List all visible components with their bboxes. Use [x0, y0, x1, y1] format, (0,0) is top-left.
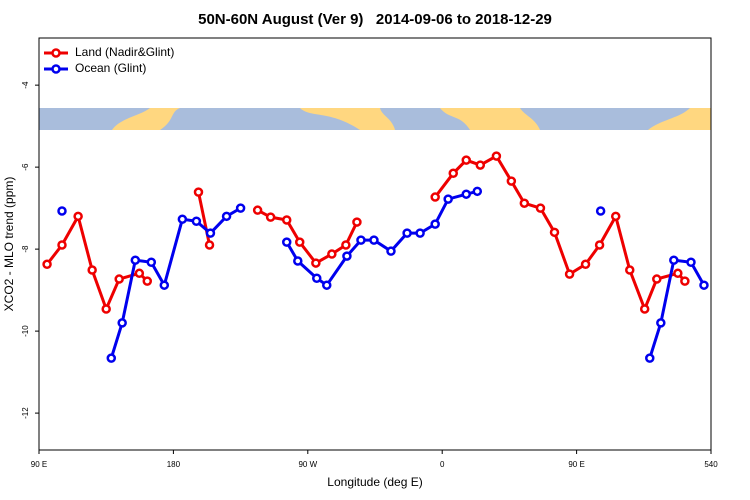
- data-point: [610, 211, 621, 222]
- data-point: [669, 255, 679, 265]
- data-point: [461, 155, 471, 165]
- data-point: [356, 235, 366, 245]
- data-point: [235, 203, 246, 213]
- data-point: [252, 205, 263, 215]
- data-point: [686, 257, 696, 267]
- data-point: [564, 269, 575, 279]
- data-point: [130, 255, 141, 265]
- series-line: [285, 189, 478, 288]
- data-point: [461, 189, 471, 199]
- data-point: [134, 268, 145, 279]
- data-point: [146, 257, 157, 267]
- legend-label: Ocean (Glint): [75, 61, 146, 75]
- legend-marker: [51, 48, 61, 58]
- data-point: [322, 280, 332, 290]
- data-point: [281, 237, 292, 247]
- data-point: [475, 160, 486, 170]
- x-tick-label: 90 E: [568, 460, 584, 469]
- data-point: [652, 274, 662, 284]
- data-point: [680, 276, 690, 286]
- data-point: [342, 251, 352, 261]
- data-point: [352, 217, 362, 227]
- data-point: [699, 280, 709, 290]
- data-point: [114, 274, 124, 284]
- series-line: [433, 154, 686, 314]
- data-point: [639, 304, 650, 314]
- x-axis-label: Longitude (deg E): [327, 475, 422, 489]
- data-point: [430, 192, 440, 202]
- data-point: [159, 280, 170, 290]
- data-point: [73, 211, 83, 222]
- data-point: [448, 168, 459, 179]
- data-point: [101, 304, 111, 314]
- x-tick-label: 90 W: [298, 460, 317, 469]
- data-point: [142, 276, 153, 286]
- data-point: [595, 206, 606, 216]
- y-tick-label: -8: [21, 245, 30, 253]
- data-point: [472, 186, 483, 197]
- data-point: [535, 203, 546, 213]
- plot-frame: [38, 37, 712, 451]
- data-point: [580, 259, 591, 270]
- data-point: [386, 246, 396, 256]
- data-point: [294, 237, 305, 247]
- legend-marker: [51, 64, 61, 74]
- data-point: [281, 215, 292, 225]
- data-point: [191, 216, 202, 226]
- x-tick-label: 180: [167, 460, 181, 469]
- data-point: [327, 249, 337, 259]
- data-point: [117, 318, 127, 328]
- data-point: [673, 268, 683, 279]
- data-point: [549, 227, 560, 238]
- data-point: [42, 259, 52, 270]
- data-point: [204, 240, 215, 250]
- data-point: [369, 235, 379, 245]
- data-point: [491, 151, 502, 161]
- y-tick-label: -12: [21, 407, 30, 419]
- map-strip: [39, 108, 711, 130]
- chart-title: 50N-60N August (Ver 9) 2014-09-06 to 201…: [198, 11, 552, 28]
- x-tick-label: 540: [704, 460, 718, 469]
- data-point: [430, 219, 440, 229]
- data-point: [57, 240, 67, 250]
- x-tick-label: 0: [440, 460, 445, 469]
- data-point: [293, 256, 303, 266]
- data-point: [87, 265, 97, 275]
- y-axis-label: XCO2 - MLO trend (ppm): [2, 177, 16, 312]
- data-point: [57, 206, 67, 216]
- data-point: [506, 176, 517, 186]
- y-tick-label: -10: [21, 325, 30, 337]
- data-point: [519, 198, 530, 208]
- data-point: [221, 211, 232, 222]
- x-tick-label: 90 E: [31, 460, 47, 469]
- data-point: [402, 228, 412, 238]
- y-tick-label: -4: [21, 81, 30, 89]
- data-point: [265, 212, 276, 222]
- data-point: [177, 214, 188, 224]
- data-point: [415, 228, 425, 238]
- data-point: [205, 228, 216, 238]
- series-line: [109, 206, 242, 359]
- data-point: [106, 353, 117, 363]
- data-point: [625, 265, 635, 275]
- data-point: [645, 353, 655, 363]
- data-point: [443, 194, 453, 204]
- data-point: [193, 187, 204, 197]
- data-point: [341, 240, 351, 250]
- data-point: [311, 258, 321, 268]
- legend-label: Land (Nadir&Glint): [75, 45, 174, 59]
- data-point: [656, 318, 666, 328]
- y-tick-label: -6: [21, 163, 30, 171]
- data-point: [312, 273, 322, 283]
- data-point: [594, 240, 605, 250]
